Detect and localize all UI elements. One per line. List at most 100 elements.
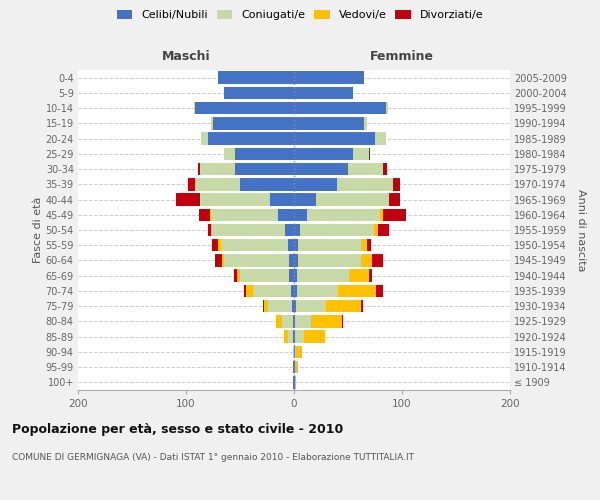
Bar bbox=[293, 361, 294, 374]
Bar bbox=[224, 148, 294, 160]
Bar bbox=[278, 208, 294, 221]
Bar bbox=[294, 132, 386, 145]
Bar bbox=[212, 239, 294, 252]
Bar bbox=[200, 163, 294, 175]
Bar bbox=[294, 117, 367, 130]
Bar bbox=[201, 132, 294, 145]
Bar bbox=[294, 300, 296, 312]
Bar bbox=[294, 254, 372, 266]
Bar bbox=[294, 148, 353, 160]
Bar bbox=[294, 163, 348, 175]
Bar bbox=[294, 208, 380, 221]
Bar bbox=[208, 132, 294, 145]
Bar bbox=[294, 148, 370, 160]
Bar bbox=[294, 300, 363, 312]
Bar bbox=[294, 132, 386, 145]
Bar bbox=[293, 361, 294, 374]
Bar bbox=[292, 300, 294, 312]
Bar bbox=[201, 132, 294, 145]
Bar bbox=[294, 178, 337, 190]
Bar bbox=[294, 376, 295, 388]
Bar bbox=[294, 346, 295, 358]
Bar bbox=[294, 254, 298, 266]
Bar bbox=[294, 361, 298, 374]
Bar bbox=[294, 361, 295, 374]
Bar bbox=[294, 315, 343, 328]
Bar bbox=[294, 239, 298, 252]
Bar bbox=[208, 224, 294, 236]
Bar bbox=[294, 361, 298, 374]
Bar bbox=[294, 376, 296, 388]
Bar bbox=[294, 376, 295, 388]
Bar bbox=[293, 346, 294, 358]
Bar bbox=[294, 117, 364, 130]
Bar bbox=[294, 86, 353, 99]
Bar bbox=[294, 194, 389, 206]
Bar bbox=[233, 270, 294, 282]
Bar bbox=[294, 224, 378, 236]
Bar bbox=[294, 163, 387, 175]
Bar bbox=[200, 194, 294, 206]
Bar bbox=[294, 346, 302, 358]
Bar bbox=[291, 284, 294, 297]
Bar bbox=[294, 239, 367, 252]
Bar bbox=[294, 86, 353, 99]
Bar bbox=[294, 376, 296, 388]
Bar bbox=[200, 163, 294, 175]
Bar bbox=[194, 102, 294, 115]
Y-axis label: Fasce di età: Fasce di età bbox=[32, 197, 43, 263]
Bar bbox=[224, 148, 294, 160]
Bar bbox=[294, 270, 372, 282]
Bar bbox=[294, 132, 386, 145]
Bar bbox=[224, 86, 294, 99]
Bar bbox=[294, 86, 353, 99]
Bar bbox=[294, 284, 338, 297]
Bar bbox=[247, 284, 294, 297]
Bar bbox=[211, 224, 294, 236]
Y-axis label: Anni di nascita: Anni di nascita bbox=[577, 188, 586, 271]
Bar bbox=[293, 376, 294, 388]
Bar bbox=[244, 284, 294, 297]
Bar bbox=[224, 254, 294, 266]
Bar bbox=[294, 72, 364, 84]
Bar bbox=[264, 300, 294, 312]
Bar bbox=[240, 178, 294, 190]
Text: Maschi: Maschi bbox=[161, 50, 211, 62]
Bar bbox=[293, 376, 294, 388]
Bar bbox=[294, 86, 353, 99]
Bar bbox=[294, 102, 388, 115]
Bar bbox=[275, 315, 294, 328]
Bar bbox=[294, 102, 386, 115]
Bar bbox=[218, 72, 294, 84]
Bar bbox=[218, 72, 294, 84]
Bar bbox=[294, 102, 388, 115]
Bar bbox=[263, 300, 294, 312]
Bar bbox=[224, 86, 294, 99]
Bar bbox=[294, 361, 295, 374]
Bar bbox=[211, 208, 294, 221]
Bar bbox=[210, 208, 294, 221]
Bar bbox=[287, 239, 294, 252]
Bar bbox=[294, 224, 389, 236]
Bar bbox=[194, 178, 294, 190]
Bar bbox=[294, 330, 295, 343]
Bar bbox=[211, 117, 294, 130]
Bar bbox=[294, 315, 341, 328]
Bar bbox=[294, 300, 326, 312]
Bar bbox=[293, 346, 294, 358]
Bar bbox=[294, 284, 383, 297]
Bar bbox=[293, 376, 294, 388]
Bar bbox=[218, 239, 294, 252]
Bar bbox=[294, 315, 311, 328]
Bar bbox=[294, 208, 383, 221]
Bar bbox=[188, 178, 294, 190]
Bar bbox=[294, 346, 302, 358]
Bar bbox=[294, 72, 364, 84]
Bar bbox=[218, 72, 294, 84]
Bar bbox=[194, 102, 294, 115]
Bar bbox=[200, 194, 294, 206]
Bar bbox=[218, 72, 294, 84]
Bar bbox=[235, 163, 294, 175]
Bar bbox=[294, 163, 383, 175]
Bar bbox=[176, 194, 294, 206]
